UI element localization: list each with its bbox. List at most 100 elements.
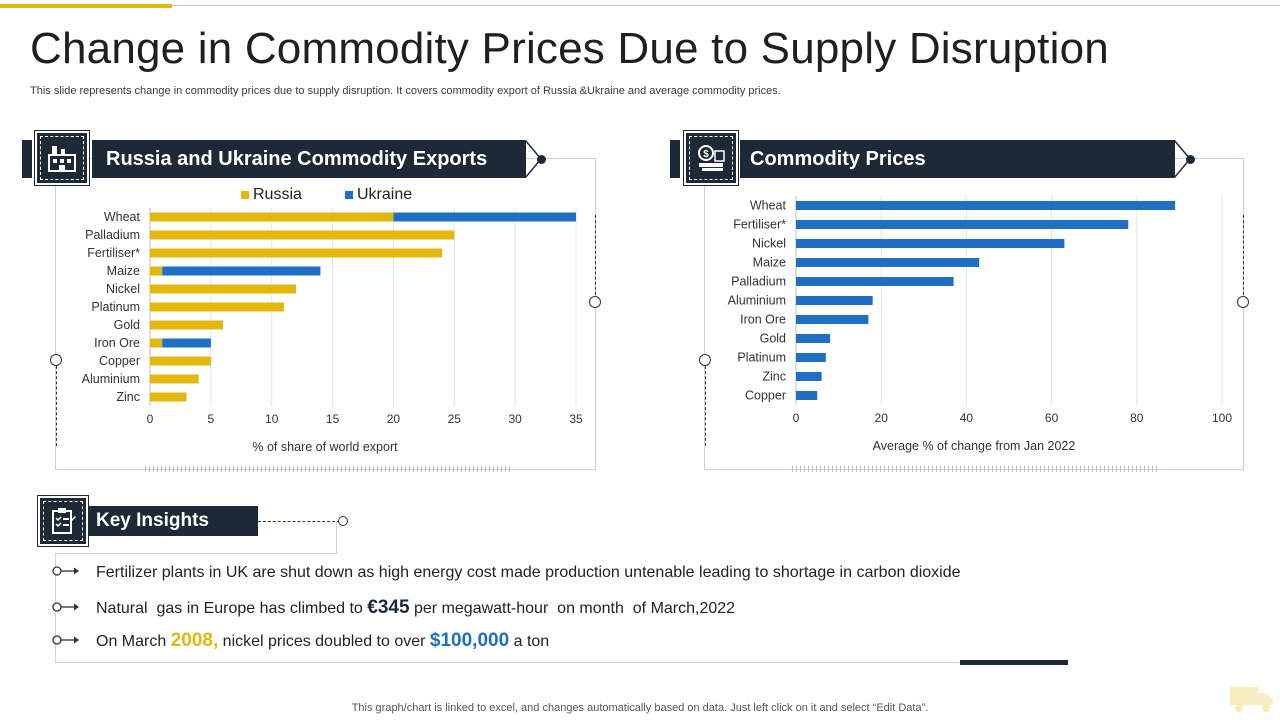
truck-icon — [1230, 687, 1273, 712]
slide-subtitle: This slide represents change in commodit… — [30, 85, 781, 97]
bar-russia — [150, 266, 163, 276]
legend-label-ukraine: Ukraine — [357, 186, 412, 203]
y-category-label: Aluminium — [82, 372, 140, 386]
y-category-label: Copper — [745, 389, 786, 403]
bar-russia — [150, 320, 224, 330]
legend-label-russia: Russia — [253, 186, 302, 203]
legend-swatch-russia — [241, 191, 249, 199]
legend-swatch-ukraine — [345, 191, 353, 199]
x-tick-label: 0 — [793, 411, 800, 425]
prices-left-ring — [699, 354, 711, 366]
bar-russia — [150, 284, 297, 294]
insights-icon-box — [37, 495, 89, 547]
x-tick-label: 15 — [326, 412, 340, 426]
prices-header-title: Commodity Prices — [750, 148, 926, 170]
bar-russia — [150, 356, 211, 366]
bar-russia — [150, 248, 443, 258]
y-category-label: Aluminium — [728, 294, 786, 308]
insight-item-3: On March 2008, nickel prices doubled to … — [52, 630, 549, 652]
x-axis-label: % of share of world export — [252, 440, 398, 454]
insight-nickel-price: $100,000 — [429, 630, 510, 651]
prices-chart: 0 20 40 60 80 100 Wheat Fertiliser* Nickel Maize P… — [728, 196, 1232, 453]
svg-text:$: $ — [703, 149, 709, 160]
bar-value — [796, 315, 869, 324]
exports-header-dot — [537, 155, 546, 164]
x-tick-label: 5 — [208, 412, 215, 426]
insight-text-3-post: a ton — [509, 633, 550, 650]
bar-value — [796, 258, 980, 267]
bullet-arrow-icon — [52, 566, 79, 576]
y-category-label: Nickel — [106, 282, 140, 296]
y-category-label: Maize — [753, 256, 786, 270]
bullet-arrow-icon — [52, 635, 79, 645]
x-tick-label: 80 — [1130, 411, 1144, 425]
slide-title: Change in Commodity Prices Due to Supply… — [30, 24, 1109, 73]
y-category-label: Nickel — [752, 237, 786, 251]
prices-right-ring — [1237, 296, 1249, 308]
bottom-accent-bar — [960, 660, 1068, 665]
x-tick-label: 30 — [508, 412, 522, 426]
insights-header: Key Insights — [86, 506, 258, 536]
bar-ukraine — [162, 338, 211, 348]
bar-ukraine — [393, 212, 576, 222]
factory-icon — [48, 146, 76, 172]
y-category-label: Gold — [114, 318, 140, 332]
y-category-label: Fertiliser* — [87, 246, 140, 260]
y-category-label: Zinc — [762, 370, 786, 384]
exports-header-stub — [22, 140, 32, 178]
insights-bottom-frame — [55, 662, 1068, 663]
bar-russia — [150, 230, 455, 240]
bullet-arrow-icon — [52, 602, 79, 612]
x-tick-label: 0 — [147, 412, 154, 426]
prices-left-dash — [705, 366, 706, 446]
bar-value — [796, 372, 822, 381]
exports-decor-ticks — [145, 466, 510, 472]
y-category-label: Iron Ore — [94, 336, 140, 350]
money-coins-icon: $ — [698, 145, 725, 171]
exports-chart: 0 5 10 15 20 25 30 35 Wheat Palladium Fertiliser* M… — [82, 186, 583, 454]
bar-russia — [150, 212, 394, 222]
bar-value — [796, 220, 1129, 229]
x-tick-label: 40 — [960, 411, 974, 425]
insight-year: 2008, — [170, 630, 219, 651]
bar-russia — [150, 302, 284, 312]
x-tick-label: 60 — [1045, 411, 1059, 425]
exports-left-dash — [56, 366, 57, 446]
x-tick-label: 20 — [387, 412, 401, 426]
bar-value — [796, 296, 873, 305]
exports-left-ring — [50, 354, 62, 366]
y-category-label: Palladium — [85, 228, 140, 242]
top-accent-bar — [0, 4, 172, 8]
bar-russia — [150, 392, 187, 402]
prices-header-stub — [670, 140, 680, 178]
insights-header-title: Key Insights — [96, 510, 209, 531]
prices-header-dot — [1186, 155, 1195, 164]
insights-header-ring — [338, 516, 348, 526]
exports-right-ring — [589, 296, 601, 308]
x-tick-label: 25 — [448, 412, 462, 426]
bar-value — [796, 391, 818, 400]
y-category-label: Fertiliser* — [733, 218, 786, 232]
footer-note: This graph/chart is linked to excel, and… — [351, 702, 929, 714]
insights-top-frame — [55, 553, 337, 554]
y-category-label: Zinc — [116, 390, 140, 404]
bar-value — [796, 201, 1176, 210]
x-tick-label: 35 — [569, 412, 583, 426]
bar-ukraine — [162, 266, 321, 276]
insight-text-2-post: per megawatt-hour on month of March,2022 — [409, 600, 736, 617]
insight-item-1: Fertilizer plants in UK are shut down as… — [52, 564, 961, 582]
insight-gas-price: €345 — [367, 597, 410, 618]
bar-value — [796, 239, 1065, 248]
bar-value — [796, 353, 826, 362]
y-category-label: Gold — [760, 332, 786, 346]
insight-text-1: Fertilizer plants in UK are shut down as… — [96, 564, 961, 581]
x-axis-label: Average % of change from Jan 2022 — [873, 439, 1076, 453]
prices-right-dash — [1243, 215, 1244, 295]
insight-text-3-mid: nickel prices doubled to over — [218, 633, 430, 650]
clipboard-checklist-icon — [52, 508, 76, 534]
bar-value — [796, 277, 954, 286]
y-category-label: Wheat — [104, 210, 141, 224]
y-category-label: Copper — [99, 354, 140, 368]
y-category-label: Iron Ore — [740, 313, 786, 327]
y-category-label: Platinum — [91, 300, 140, 314]
